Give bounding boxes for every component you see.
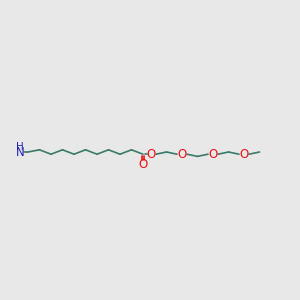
Text: O: O [239,148,249,161]
Text: H: H [16,142,24,152]
Text: O: O [177,148,187,161]
Text: O: O [208,148,217,161]
Text: N: N [16,146,24,160]
Text: O: O [146,148,156,161]
Text: O: O [138,158,148,171]
